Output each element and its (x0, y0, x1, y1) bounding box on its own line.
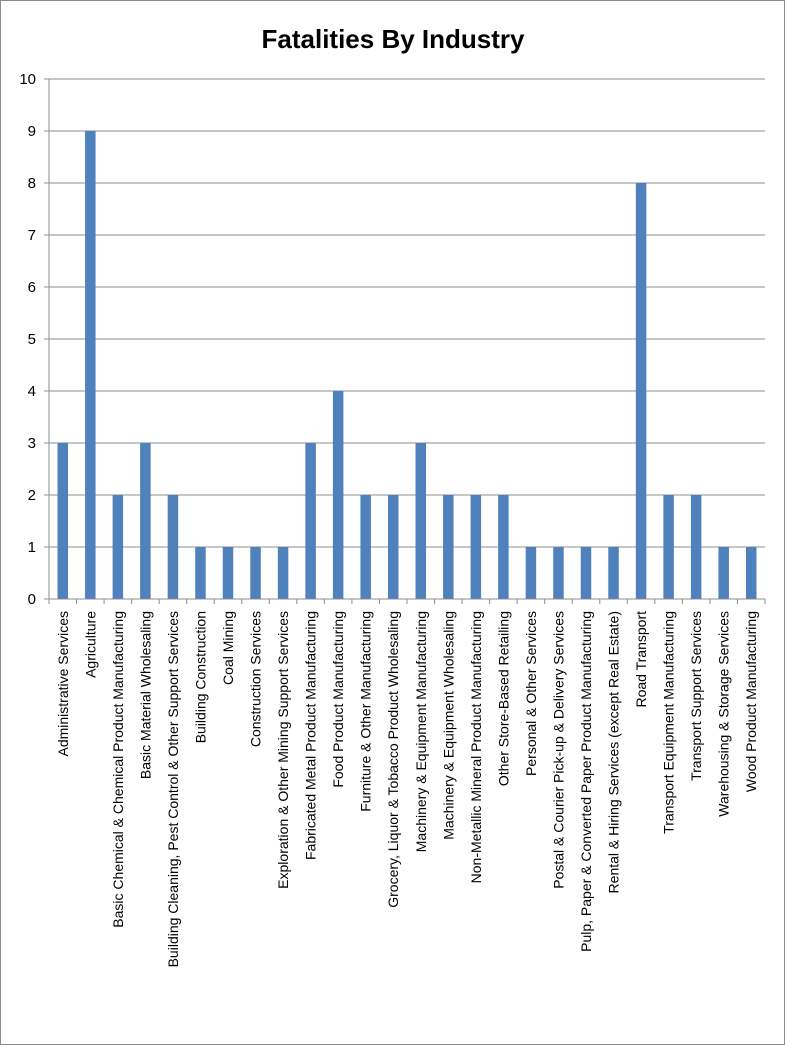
bar (277, 547, 289, 599)
bar (360, 495, 371, 599)
bar (525, 547, 537, 599)
y-tick-labels: 0 1 2 3 4 5 6 7 8 9 10 (19, 71, 36, 608)
bar (167, 495, 179, 599)
gridlines (44, 78, 765, 600)
x-tick-label: Fabricated Metal Product Manufacturing (303, 611, 319, 860)
bar (580, 547, 592, 599)
bar (415, 443, 427, 599)
bar (470, 495, 482, 599)
y-tick-label: 1 (28, 539, 36, 556)
x-tick-label: Basic Material Wholesaling (137, 611, 153, 779)
x-tick-label: Building Cleaning, Pest Control & Other … (165, 611, 181, 967)
bar (663, 495, 674, 599)
x-tick-label: Rental & Hiring Services (except Real Es… (606, 611, 622, 893)
bars (57, 131, 757, 599)
y-tick-label: 6 (28, 279, 36, 296)
x-tick-label: Personal & Other Services (523, 611, 539, 776)
bar (250, 547, 261, 599)
y-tick-label: 9 (28, 123, 36, 140)
y-tick-label: 4 (28, 383, 36, 400)
bar (498, 495, 509, 599)
x-tick-label: Administrative Services (55, 611, 71, 757)
bar (305, 443, 316, 599)
x-tick-label: Machinery & Equipment Manufacturing (413, 611, 429, 852)
x-tick-label: Agriculture (82, 611, 98, 678)
bar (222, 547, 234, 599)
chart-title: Fatalities By Industry (262, 24, 525, 54)
x-tick-label: Postal & Courier Pick-up & Delivery Serv… (550, 611, 566, 889)
x-tick-label: Grocery, Liquor & Tobacco Product Wholes… (385, 611, 401, 908)
x-tick-label: Transport Support Services (688, 611, 704, 781)
bar (635, 183, 647, 599)
axes (48, 79, 766, 604)
x-tick-label: Coal Mining (220, 611, 236, 685)
bar (387, 495, 399, 599)
y-tick-label: 3 (28, 435, 36, 452)
y-tick-label: 10 (19, 71, 36, 88)
bar (745, 547, 757, 599)
x-tick-label: Warehousing & Storage Services (716, 611, 732, 817)
bar (140, 443, 151, 599)
x-tick-label: Machinery & Equipment Wholesaling (440, 611, 456, 840)
bar (195, 547, 206, 599)
y-tick-label: 2 (28, 487, 36, 504)
x-tick-label: Pulp, Paper & Converted Paper Product Ma… (578, 611, 594, 952)
y-tick-label: 0 (28, 591, 36, 608)
bar (332, 391, 344, 599)
x-tick-label: Basic Chemical & Chemical Product Manufa… (110, 611, 126, 928)
bar (718, 547, 729, 599)
x-tick-label: Other Store-Based Retailing (495, 611, 511, 786)
x-tick-label: Food Product Manufacturing (330, 611, 346, 788)
x-tick-label: Wood Product Manufacturing (743, 611, 759, 792)
bar (85, 131, 96, 599)
y-tick-label: 8 (28, 175, 36, 192)
bar (443, 495, 454, 599)
x-tick-label: Furniture & Other Manufacturing (358, 611, 374, 812)
x-tick-labels: Administrative Services Agriculture Basic … (55, 611, 759, 968)
y-tick-label: 5 (28, 331, 36, 348)
bar (690, 495, 702, 599)
y-tick-label: 7 (28, 227, 36, 244)
bar (553, 547, 564, 599)
x-tick-label: Road Transport (633, 611, 649, 708)
bar (57, 443, 69, 599)
x-tick-label: Exploration & Other Mining Support Servi… (275, 611, 291, 889)
x-tick-label: Transport Equipment Manufacturing (661, 611, 677, 834)
x-tick-label: Construction Services (248, 611, 264, 747)
bar (608, 547, 619, 599)
x-tick-label: Building Construction (192, 611, 208, 743)
x-tick-label: Non-Metallic Mineral Product Manufacturi… (468, 611, 484, 883)
bar (112, 495, 124, 599)
